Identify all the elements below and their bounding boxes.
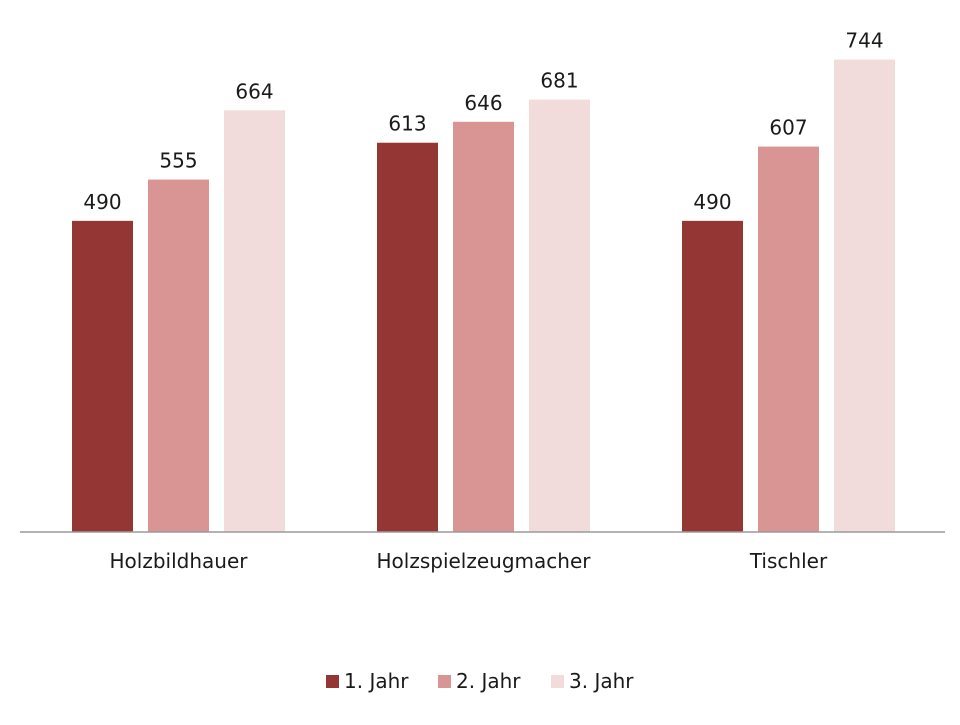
bar-holzspielzeugmacher-2-jahr (453, 121, 514, 532)
data-label-tischler-2-jahr: 607 (769, 116, 807, 140)
bar-holzbildhauer-2-jahr (148, 179, 209, 532)
data-label-tischler-3-jahr: 744 (845, 29, 883, 53)
legend-swatch-3-jahr (551, 675, 564, 688)
bar-holzspielzeugmacher-1-jahr (377, 142, 438, 532)
x-axis-ticks: Holzbildhauer Holzspielzeugmacher Tischler (110, 549, 828, 573)
legend-swatch-1-jahr (326, 675, 339, 688)
bar-holzbildhauer-1-jahr (72, 220, 133, 532)
data-label-holzbildhauer-2-jahr: 555 (159, 149, 197, 173)
bar-tischler-3-jahr (834, 59, 895, 533)
legend-swatch-2-jahr (438, 675, 451, 688)
bar-tischler-1-jahr (682, 220, 743, 532)
bar-tischler-2-jahr (758, 146, 819, 532)
x-tick-label-holzbildhauer: Holzbildhauer (110, 549, 249, 573)
legend-item-3-jahr: 3. Jahr (551, 669, 634, 693)
bar-holzbildhauer-3-jahr (224, 110, 285, 533)
bars-layer (72, 59, 895, 533)
bar-holzspielzeugmacher-3-jahr (529, 99, 590, 532)
data-label-holzbildhauer-1-jahr: 490 (83, 190, 121, 214)
data-labels-layer: 490 555 664 613 646 681 490 607 744 (83, 29, 883, 214)
data-label-holzspielzeugmacher-1-jahr: 613 (388, 112, 426, 136)
data-label-tischler-1-jahr: 490 (693, 190, 731, 214)
legend-item-2-jahr: 2. Jahr (438, 669, 521, 693)
data-label-holzbildhauer-3-jahr: 664 (235, 79, 273, 103)
legend-item-1-jahr: 1. Jahr (326, 669, 409, 693)
legend-label-3-jahr: 3. Jahr (569, 669, 634, 693)
data-label-holzspielzeugmacher-3-jahr: 681 (540, 69, 578, 93)
legend-label-2-jahr: 2. Jahr (456, 669, 521, 693)
legend: 1. Jahr 2. Jahr 3. Jahr (326, 669, 634, 693)
legend-label-1-jahr: 1. Jahr (344, 669, 409, 693)
x-tick-label-tischler: Tischler (749, 549, 828, 573)
x-tick-label-holzspielzeugmacher: Holzspielzeugmacher (377, 549, 592, 573)
data-label-holzspielzeugmacher-2-jahr: 646 (464, 91, 502, 115)
